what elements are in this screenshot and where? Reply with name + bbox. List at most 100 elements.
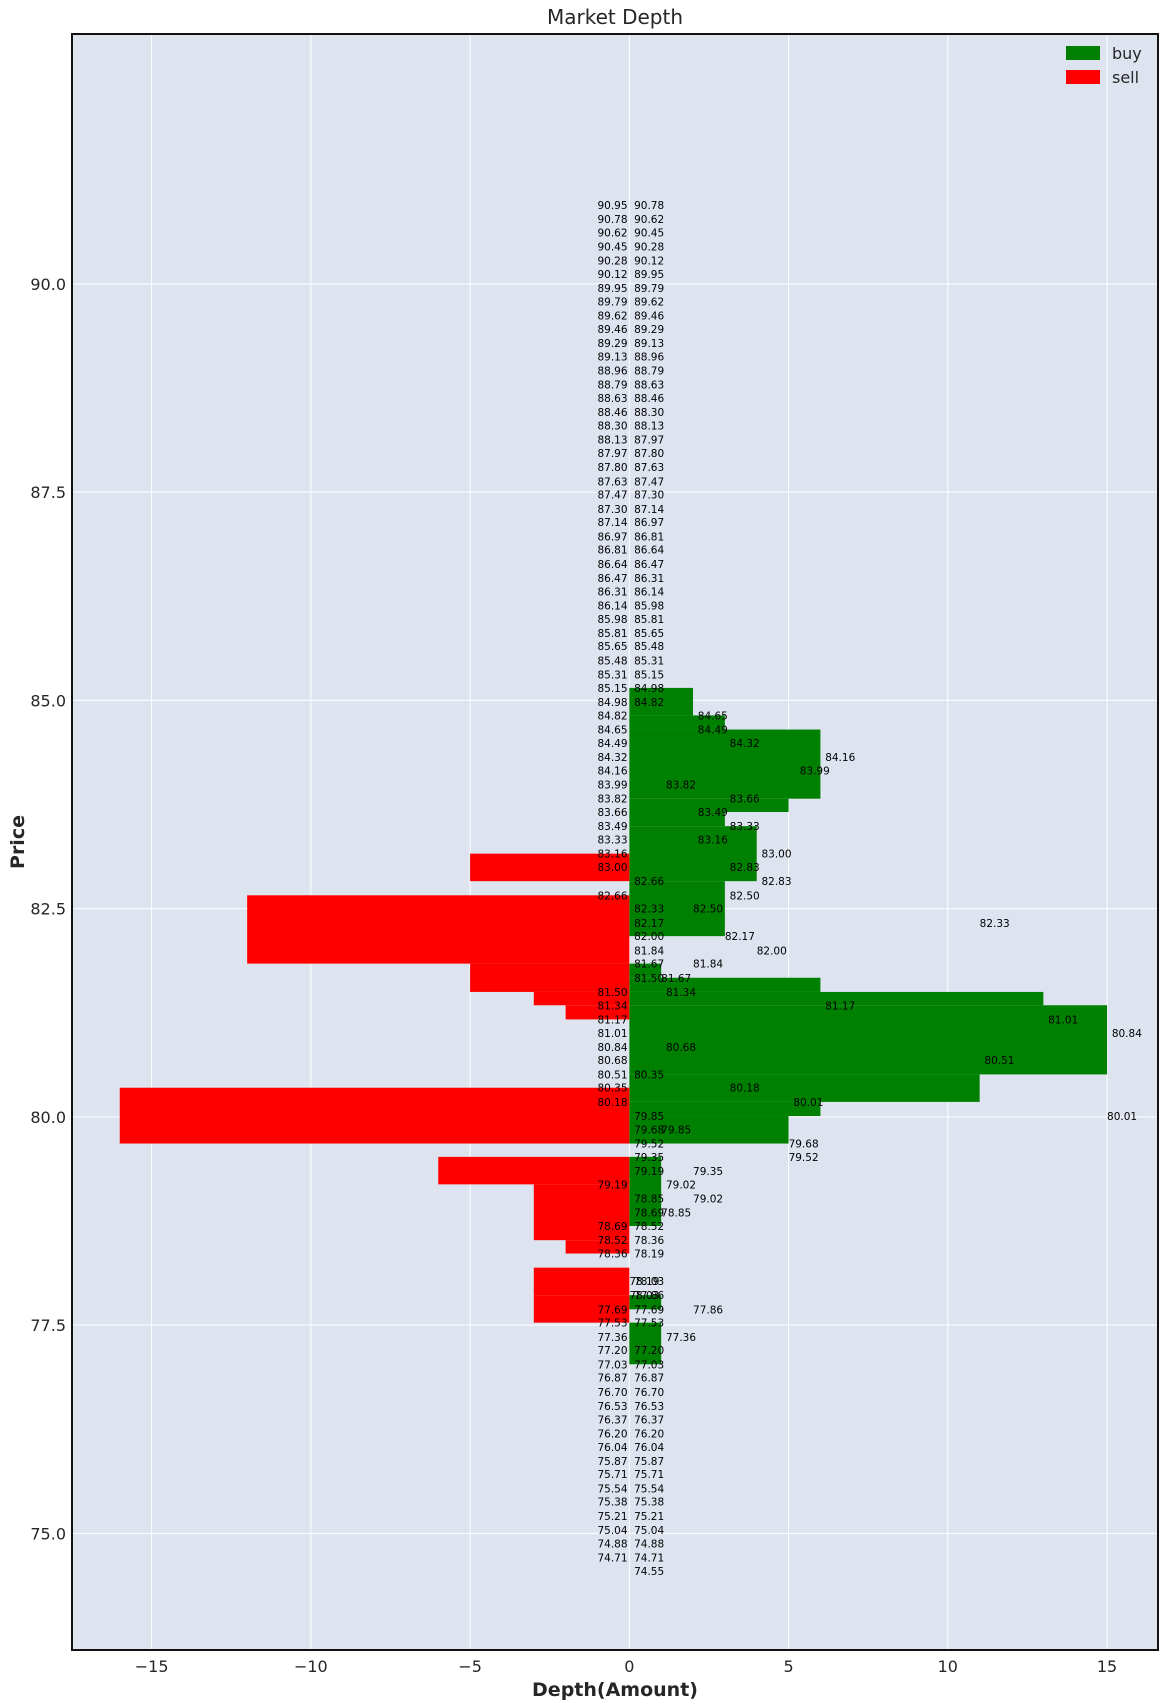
sell-price-label: 79.19: [597, 1179, 627, 1191]
buy-bar: [629, 1101, 821, 1117]
buy-price-label: 79.85: [661, 1124, 691, 1136]
sell-bar: [533, 1295, 630, 1323]
buy-price-label: 90.45: [634, 227, 664, 239]
buy-price-label: 83.82: [666, 780, 696, 792]
buy-bar: [629, 1295, 662, 1310]
sell-price-label: 85.48: [597, 655, 627, 667]
x-tick-label: −10: [294, 1657, 328, 1676]
buy-price-label: 75.71: [634, 1469, 664, 1481]
sell-bar: [533, 1267, 630, 1296]
buy-bar: [629, 729, 821, 799]
sell-price-label: 77.36: [597, 1332, 627, 1344]
buy-price-label: 82.83: [761, 876, 791, 888]
buy-price-label: 83.99: [800, 765, 830, 777]
sell-price-label: 76.20: [597, 1428, 627, 1440]
sell-price-label: 77.03: [597, 1359, 627, 1371]
sell-price-label: 86.64: [597, 559, 627, 571]
sell-price-label: 87.30: [597, 504, 627, 516]
buy-price-label: 84.16: [825, 752, 855, 764]
buy-price-label: 85.65: [634, 628, 664, 640]
buy-price-label: 90.78: [634, 200, 664, 212]
buy-price-label: 89.46: [634, 311, 664, 323]
buy-price-label: 80.01: [1107, 1111, 1137, 1123]
buy-legend-swatch: [1066, 46, 1100, 60]
buy-price-label: 81.84: [693, 959, 723, 971]
buy-price-label: 76.87: [634, 1373, 664, 1385]
sell-price-label: 84.49: [597, 738, 627, 750]
buy-price-label: 85.48: [634, 641, 664, 653]
sell-price-label: 90.78: [597, 214, 627, 226]
buy-price-label: 88.46: [634, 393, 664, 405]
sell-legend-swatch: [1066, 70, 1100, 84]
sell-price-label: 76.70: [597, 1387, 627, 1399]
buy-price-label: 74.55: [634, 1566, 664, 1578]
buy-price-label: 82.17: [725, 931, 755, 943]
sell-price-label: 78.19: [629, 1276, 659, 1288]
sell-price-label: 80.84: [597, 1042, 627, 1054]
sell-price-label: 81.50: [597, 987, 627, 999]
sell-price-label: 84.16: [597, 765, 627, 777]
buy-bar: [629, 991, 1044, 1006]
sell-price-label: 89.29: [597, 338, 627, 350]
buy-price-label: 82.00: [757, 945, 787, 957]
buy-bar: [629, 798, 789, 813]
buy-price-label: 89.79: [634, 283, 664, 295]
y-tick-label: 75.0: [30, 1524, 66, 1543]
buy-price-label: 76.37: [634, 1414, 664, 1426]
sell-price-label: 84.65: [597, 725, 627, 737]
buy-price-label: 81.34: [666, 987, 696, 999]
sell-price-label: 86.81: [597, 545, 627, 557]
sell-bar: [565, 1240, 630, 1254]
sell-price-label: 87.80: [597, 462, 627, 474]
buy-price-label: 77.69: [634, 1304, 664, 1316]
buy-price-label: 82.17: [634, 918, 664, 930]
sell-price-label: 83.16: [597, 849, 627, 861]
buy-bar: [629, 812, 725, 827]
buy-price-label: 81.01: [1048, 1014, 1078, 1026]
buy-price-label: 84.49: [698, 725, 728, 737]
buy-price-label: 88.63: [634, 380, 664, 392]
x-tick-label: 0: [624, 1657, 634, 1676]
sell-price-label: 81.17: [597, 1014, 627, 1026]
buy-price-label: 77.36: [666, 1332, 696, 1344]
sell-price-label: 88.13: [597, 435, 627, 447]
buy-price-label: 85.31: [634, 655, 664, 667]
buy-price-label: 86.47: [634, 559, 664, 571]
sell-price-label: 81.34: [597, 1000, 627, 1012]
sell-price-label: 76.87: [597, 1373, 627, 1385]
y-tick-label: 77.5: [30, 1316, 66, 1335]
buy-price-label: 83.16: [698, 835, 728, 847]
sell-bar: [533, 1226, 630, 1241]
sell-bar: [565, 1005, 630, 1020]
buy-bar: [629, 1005, 1108, 1075]
sell-price-label: 84.82: [597, 710, 627, 722]
buy-price-label: 87.30: [634, 490, 664, 502]
buy-price-label: 85.15: [634, 670, 664, 682]
sell-price-label: 76.53: [597, 1401, 627, 1413]
sell-price-label: 81.01: [597, 1028, 627, 1040]
sell-price-label: 88.96: [597, 366, 627, 378]
sell-price-label: 75.04: [597, 1525, 627, 1537]
sell-price-label: 84.32: [597, 752, 627, 764]
buy-price-label: 86.97: [634, 517, 664, 529]
sell-price-label: 83.66: [597, 807, 627, 819]
sell-price-label: 78.36: [597, 1248, 627, 1260]
buy-price-label: 81.50: [634, 973, 664, 985]
sell-price-label: 75.21: [597, 1511, 627, 1523]
buy-price-label: 78.85: [661, 1208, 691, 1220]
buy-price-label: 81.17: [825, 1000, 855, 1012]
buy-price-label: 87.97: [634, 435, 664, 447]
buy-price-label: 76.53: [634, 1401, 664, 1413]
sell-price-label: 76.37: [597, 1414, 627, 1426]
buy-price-label: 80.84: [1112, 1028, 1142, 1040]
sell-price-label: 74.71: [597, 1553, 627, 1565]
buy-price-label: 79.19: [634, 1166, 664, 1178]
legend: buy sell: [1066, 44, 1142, 87]
x-tick-label: 5: [783, 1657, 793, 1676]
sell-price-label: 84.98: [597, 697, 627, 709]
sell-bar: [438, 1156, 630, 1185]
buy-price-label: 89.29: [634, 324, 664, 336]
buy-price-label: 90.62: [634, 214, 664, 226]
buy-price-label: 87.80: [634, 448, 664, 460]
sell-price-label: 86.31: [597, 586, 627, 598]
